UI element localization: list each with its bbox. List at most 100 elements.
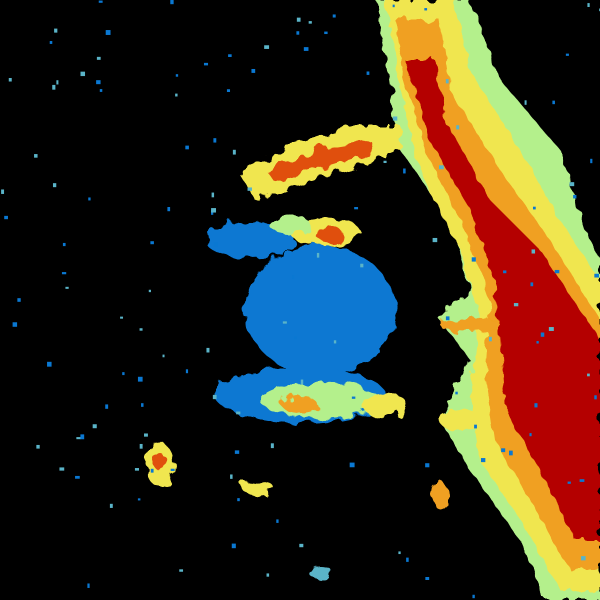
radar-speck: [49, 41, 53, 44]
radar-speck: [162, 354, 165, 358]
radar-speck: [62, 242, 66, 247]
radar-speck: [488, 336, 492, 342]
radar-speck: [1, 189, 5, 194]
radar-speck: [567, 481, 571, 484]
radar-speck: [139, 328, 143, 331]
radar-speck: [211, 192, 215, 198]
radar-speck: [536, 341, 539, 344]
radar-speck: [247, 187, 252, 191]
radar-speck: [4, 215, 8, 220]
radar-speck: [548, 327, 554, 331]
radar-speck: [569, 182, 575, 187]
radar-speck: [65, 286, 69, 289]
radar-speck: [360, 263, 364, 268]
radar-speck: [299, 543, 304, 548]
radar-speck: [170, 0, 174, 5]
radar-speck: [8, 77, 12, 82]
radar-speck: [332, 14, 336, 18]
central-light-echo: [245, 245, 395, 375]
radar-speck: [230, 474, 233, 479]
cell-southwest-core: [154, 453, 166, 471]
radar-speck: [590, 158, 593, 164]
echo-bottom: [308, 566, 332, 578]
radar-speck: [316, 252, 320, 258]
radar-speck: [203, 62, 209, 66]
radar-speck: [534, 403, 538, 408]
radar-speck: [88, 197, 91, 201]
radar-speck: [540, 332, 545, 337]
radar-speck: [471, 257, 476, 262]
west-light-echo: [205, 222, 295, 258]
radar-speck: [501, 448, 506, 453]
radar-speck: [403, 168, 406, 174]
cell-small: [242, 481, 274, 495]
radar-speck: [87, 583, 90, 588]
radar-speck: [148, 289, 151, 293]
radar-speck: [144, 433, 148, 437]
radar-speck: [432, 237, 438, 243]
radar-speck: [308, 21, 312, 24]
band-core: [405, 60, 600, 540]
radar-speck: [594, 273, 599, 278]
radar-speck: [150, 241, 154, 245]
radar-speck: [587, 3, 590, 7]
radar-speck: [529, 433, 532, 437]
radar-speck: [185, 145, 189, 150]
radar-speck: [276, 519, 279, 523]
radar-speck: [296, 17, 301, 22]
radar-speck: [503, 270, 507, 274]
cell-south-core: [282, 397, 318, 413]
radar-speck: [167, 207, 171, 212]
radar-speck: [61, 272, 67, 275]
north-arc-core: [265, 140, 372, 182]
radar-speck: [445, 316, 450, 321]
radar-speck: [12, 322, 18, 327]
radar-speck: [206, 347, 210, 353]
radar-speck: [175, 93, 178, 97]
radar-speck: [425, 463, 430, 468]
radar-speck: [282, 321, 287, 324]
radar-speck: [474, 424, 477, 429]
radar-speck: [349, 462, 355, 468]
radar-speck: [406, 557, 409, 562]
radar-speck: [579, 479, 585, 482]
radar-speck: [292, 275, 295, 279]
radar-speck: [383, 160, 387, 163]
cell-north: [270, 215, 310, 235]
radar-speck: [236, 411, 241, 415]
radar-speck: [109, 503, 113, 508]
radar-speck: [234, 450, 240, 454]
radar-speck: [480, 458, 486, 463]
cell-east-streak: [440, 317, 500, 333]
radar-speck: [99, 89, 103, 92]
radar-speck: [92, 424, 97, 429]
radar-speck: [52, 84, 56, 90]
radar-speck: [270, 443, 274, 449]
radar-speck: [96, 80, 101, 85]
radar-speck: [212, 394, 217, 400]
radar-speck: [524, 100, 527, 105]
radar-speck: [52, 183, 57, 188]
radar-speck: [366, 71, 370, 75]
radar-speck: [231, 543, 236, 549]
radar-speck: [105, 30, 111, 35]
cell-south: [260, 382, 380, 418]
radar-speck: [472, 594, 475, 599]
radar-speck: [251, 68, 256, 73]
radar-speck: [75, 475, 80, 479]
radar-speck: [294, 336, 297, 340]
radar-speck: [150, 468, 154, 473]
radar-speck: [300, 379, 304, 385]
radar-speck: [105, 404, 109, 409]
radar-speck: [573, 194, 577, 199]
radar-speck: [232, 149, 236, 155]
radar-speck: [264, 45, 270, 49]
radar-speck: [213, 138, 217, 143]
radar-speck: [303, 47, 309, 51]
radar-speck: [424, 8, 428, 11]
radar-speck: [122, 372, 125, 376]
cell-southeast-small: [432, 481, 448, 509]
radar-speck: [333, 340, 337, 344]
